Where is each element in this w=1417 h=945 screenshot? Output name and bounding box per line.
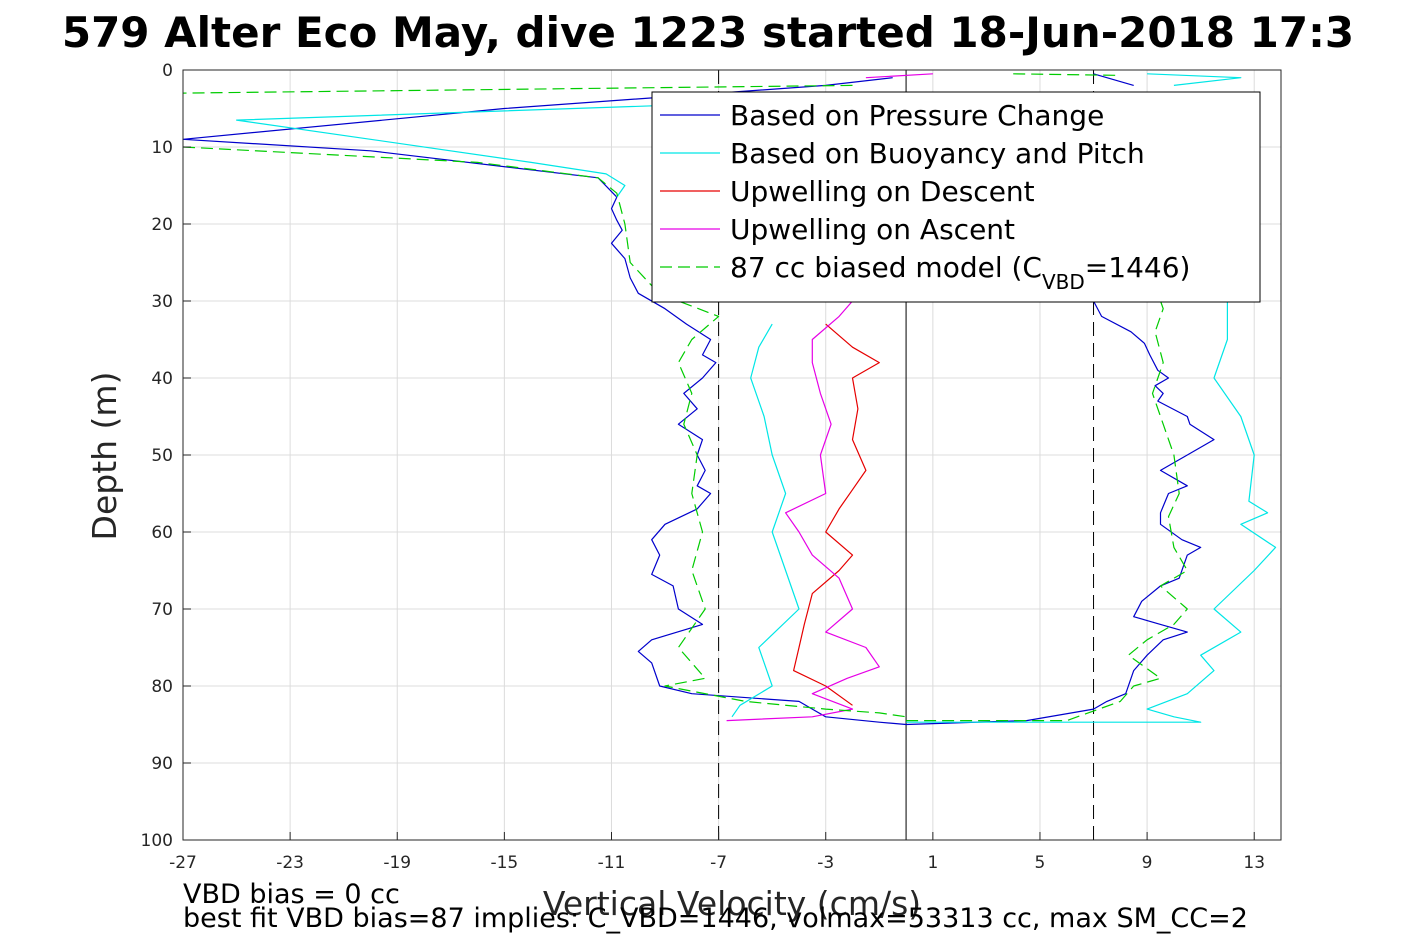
y-tick-label: 30 (151, 292, 173, 312)
y-tick-label: 0 (162, 61, 173, 81)
series-line (726, 300, 880, 722)
series-line (182, 146, 907, 718)
y-tick-label: 70 (151, 600, 173, 620)
series-line (236, 100, 800, 198)
series-line (1147, 73, 1242, 86)
x-tick-label: -23 (276, 853, 304, 873)
series-line (731, 323, 800, 718)
x-axis-label: Vertical Velocity (cm/s) (543, 884, 921, 923)
series-line (906, 300, 1188, 722)
x-tick-label: -19 (383, 853, 411, 873)
axis-ticks: -27 -23 -19 -15 -11 -7 -3 1 5 9 13 0 10 20 30 40 50 60 70 8… (141, 61, 1265, 873)
y-tick-label: 90 (151, 754, 173, 774)
y-tick-label: 10 (151, 138, 173, 158)
y-tick-label: 60 (151, 523, 173, 543)
legend-label: Upwelling on Ascent (730, 213, 1015, 246)
chart-title: 579 Alter Eco May, dive 1223 started 18-… (62, 8, 1354, 57)
x-tick-label: -3 (817, 853, 834, 873)
vbd-bias-note: VBD bias = 0 cc (183, 879, 400, 910)
x-tick-label: 13 (1243, 853, 1265, 873)
y-tick-label: 40 (151, 369, 173, 389)
x-tick-label: -7 (710, 853, 727, 873)
series-line (906, 301, 1277, 723)
x-tick-label: 5 (1035, 853, 1046, 873)
y-tick-label: 80 (151, 677, 173, 697)
x-tick-label: 1 (927, 853, 938, 873)
series-line (182, 84, 853, 94)
y-axis-label: Depth (m) (85, 372, 124, 541)
legend-label: Based on Buoyancy and Pitch (730, 137, 1145, 170)
x-tick-label: -27 (169, 853, 197, 873)
series-line (865, 73, 933, 79)
legend-label: Upwelling on Descent (730, 175, 1035, 208)
x-tick-label: 9 (1142, 853, 1153, 873)
y-tick-label: 50 (151, 446, 173, 466)
legend-label: Based on Pressure Change (730, 99, 1104, 132)
legend-box (651, 91, 1261, 303)
series-line (182, 77, 907, 726)
y-tick-label: 20 (151, 215, 173, 235)
legend: Based on Pressure Change Based on Buoyanc… (651, 91, 1261, 303)
series-line (793, 323, 880, 706)
series-line (906, 300, 1215, 726)
series-lines (182, 73, 1277, 726)
series-line (1013, 73, 1121, 76)
x-tick-label: -15 (490, 853, 518, 873)
x-tick-label: -11 (598, 853, 626, 873)
best-fit-note: best fit VBD bias=87 implies: C_VBD=1446… (183, 903, 1248, 934)
series-line (1093, 73, 1134, 86)
y-tick-label: 100 (141, 831, 173, 851)
